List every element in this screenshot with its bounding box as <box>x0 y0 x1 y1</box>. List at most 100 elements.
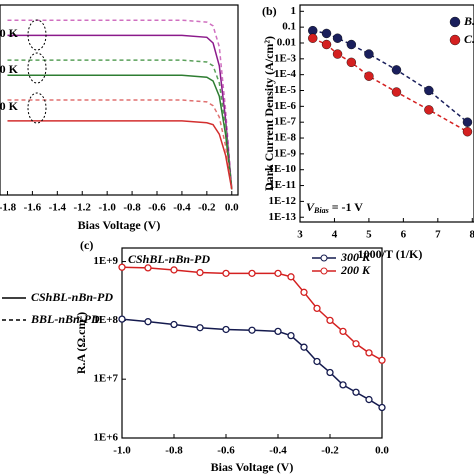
x-tick-label: -0.2 <box>321 445 339 457</box>
x-tick-label: -0.4 <box>269 445 287 457</box>
data-point <box>339 381 347 389</box>
y-tick-label: 1E-11 <box>269 179 296 191</box>
legend-label: 300 K <box>340 250 371 264</box>
series-line <box>7 59 233 190</box>
plot-frame <box>121 247 383 439</box>
x-axis-label: Bias Voltage (V) <box>211 460 294 474</box>
x-tick-label: -1.8 <box>0 202 17 214</box>
data-point <box>321 28 332 39</box>
plot-frame <box>0 4 239 196</box>
y-tick-label: 1E-3 <box>274 52 297 64</box>
data-point <box>346 39 357 50</box>
y-tick-label: 1E+8 <box>93 314 118 326</box>
data-point <box>274 269 282 278</box>
series-line <box>7 120 233 190</box>
x-tick-label: 3 <box>297 229 303 241</box>
marker-ellipse <box>27 92 47 124</box>
y-tick-label: 1E+7 <box>93 373 118 385</box>
x-tick-label: -0.2 <box>198 202 216 214</box>
data-point <box>462 127 473 137</box>
x-tick-label: 7 <box>435 229 441 241</box>
data-point <box>365 349 373 357</box>
x-tick-label: 0.0 <box>375 445 389 457</box>
data-point <box>300 343 308 351</box>
data-point <box>313 357 321 366</box>
x-axis-label: Bias Voltage (V) <box>78 218 161 232</box>
y-tick-label: 1E-9 <box>274 147 297 159</box>
legend-swatch <box>320 267 328 275</box>
data-point <box>332 49 343 59</box>
x-tick-label: 6 <box>401 229 407 241</box>
x-tick-label: 0.0 <box>225 202 239 214</box>
x-tick-label: 5 <box>366 229 372 241</box>
data-point <box>378 403 386 412</box>
data-point <box>287 331 295 340</box>
x-axis-label: 1000/T (1/K) <box>358 247 423 261</box>
y-tick-label: 1E-12 <box>269 195 297 207</box>
series-line <box>7 19 233 190</box>
x-tick-label: 4 <box>332 229 338 241</box>
y-tick-label: 1E-10 <box>269 163 297 175</box>
y-tick-label: 1E+6 <box>93 432 118 444</box>
data-point <box>196 268 204 277</box>
x-tick-label: -1.0 <box>113 445 131 457</box>
plot-frame <box>299 4 474 223</box>
annotation: 0 K <box>0 62 19 76</box>
data-point <box>118 263 126 271</box>
y-tick-label: 1E+9 <box>93 255 118 267</box>
y-tick-label: 1 <box>291 5 297 17</box>
data-point <box>300 288 308 296</box>
x-tick-label: 8 <box>470 229 474 241</box>
data-point <box>326 316 334 325</box>
marker-ellipse <box>27 19 47 51</box>
data-point <box>222 269 230 278</box>
data-point <box>308 33 318 43</box>
legend-label: CShBL-nBn-PD <box>31 290 113 304</box>
legend-swatch <box>320 254 328 262</box>
data-point <box>346 57 357 68</box>
series-line <box>7 99 233 190</box>
y-tick-label: 1E-6 <box>274 100 297 112</box>
y-axis-label: R.A (Ω.cm²) <box>74 312 88 374</box>
legend-label: BBL-nBn-PD <box>30 312 100 326</box>
data-point <box>170 266 178 274</box>
data-point <box>364 49 374 59</box>
x-tick-label: -1.2 <box>74 202 92 214</box>
data-point <box>287 273 295 281</box>
data-point <box>332 33 343 43</box>
data-point <box>364 71 374 81</box>
y-tick-label: 0.01 <box>277 37 296 49</box>
data-point <box>313 304 321 313</box>
data-point <box>326 368 334 377</box>
annotation-part: = -1 V <box>329 200 364 214</box>
panel-label: (c) <box>80 238 93 252</box>
x-tick-label: -0.4 <box>173 202 191 214</box>
y-tick-label: 1E-13 <box>269 211 297 223</box>
data-point <box>424 85 434 96</box>
legend-label: B. <box>463 14 474 28</box>
y-tick-label: 0.1 <box>282 21 296 33</box>
x-tick-label: -0.6 <box>217 445 235 457</box>
y-tick-label: 1E-4 <box>274 68 297 80</box>
series-line <box>121 266 383 361</box>
data-point <box>144 318 152 326</box>
chart-title: CShBL-nBn-PD <box>128 252 210 266</box>
legend-label: C. <box>464 32 474 46</box>
x-tick-label: -1.6 <box>24 202 42 214</box>
y-tick-label: 1E-5 <box>274 84 297 96</box>
x-tick-label: -0.6 <box>148 202 166 214</box>
data-point <box>118 315 126 323</box>
series-line <box>7 34 233 190</box>
data-point <box>222 325 230 334</box>
y-tick-label: 1E-7 <box>274 116 297 128</box>
data-point <box>352 388 360 396</box>
annotation: 0 K <box>0 99 19 113</box>
series-line <box>7 74 233 190</box>
data-point <box>378 356 386 364</box>
x-tick-label: -0.8 <box>165 445 183 457</box>
panel-label: (b) <box>262 4 277 18</box>
data-point <box>321 39 332 50</box>
data-point <box>339 327 347 336</box>
annotation-sub: Bias <box>313 206 329 215</box>
